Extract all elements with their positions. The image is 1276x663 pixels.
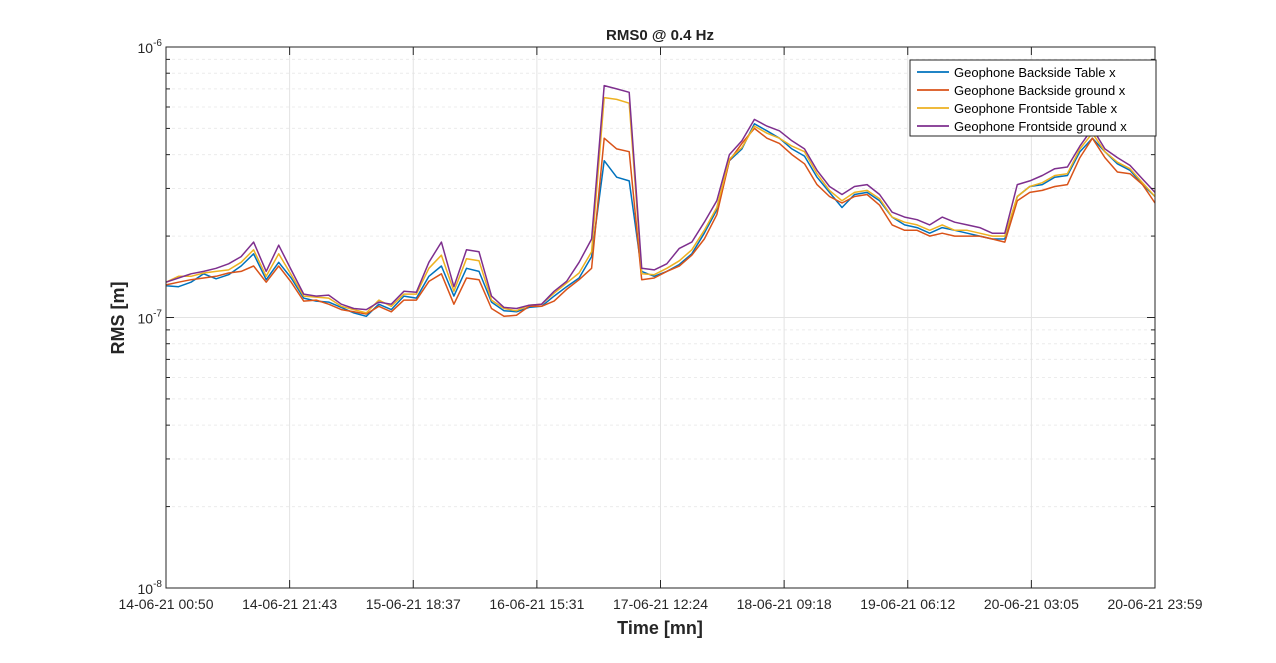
y-tick-label: 10-6 xyxy=(138,38,163,56)
chart-title: RMS0 @ 0.4 Hz xyxy=(606,27,714,44)
ticks: 14-06-21 00:50 14-06-21 21:43 15-06-21 18:… xyxy=(119,38,1203,612)
x-tick-label: 18-06-21 09:18 xyxy=(737,596,832,612)
y-tick-label: 10-7 xyxy=(138,309,163,327)
x-tick-label: 20-06-21 03:05 xyxy=(984,596,1079,612)
series-line-3 xyxy=(165,96,1156,314)
x-tick-label: 14-06-21 21:43 xyxy=(242,596,337,612)
y-axis-label: RMS [m] xyxy=(108,282,128,355)
legend-entry-label: Geophone Frontside ground x xyxy=(954,119,1127,134)
legend: Geophone Backside Table x Geophone Backsi… xyxy=(909,59,1157,137)
x-tick-label: 15-06-21 18:37 xyxy=(366,596,461,612)
x-tick-label: 14-06-21 00:50 xyxy=(119,596,214,612)
y-tick-label: 10-8 xyxy=(138,579,163,597)
series-line-4 xyxy=(165,84,1156,311)
legend-entry-label: Geophone Backside Table x xyxy=(954,65,1116,80)
x-tick-label: 19-06-21 06:12 xyxy=(860,596,955,612)
legend-entry-label: Geophone Backside ground x xyxy=(954,83,1126,98)
x-tick-label: 20-06-21 23:59 xyxy=(1108,596,1203,612)
legend-entry-label: Geophone Frontside Table x xyxy=(954,101,1118,116)
x-tick-label: 16-06-21 15:31 xyxy=(489,596,584,612)
series-line-2 xyxy=(165,127,1156,318)
series-layer xyxy=(165,84,1156,318)
x-tick-label: 17-06-21 12:24 xyxy=(613,596,708,612)
legend-box xyxy=(909,59,1157,137)
x-axis-label: Time [mn] xyxy=(617,618,703,638)
